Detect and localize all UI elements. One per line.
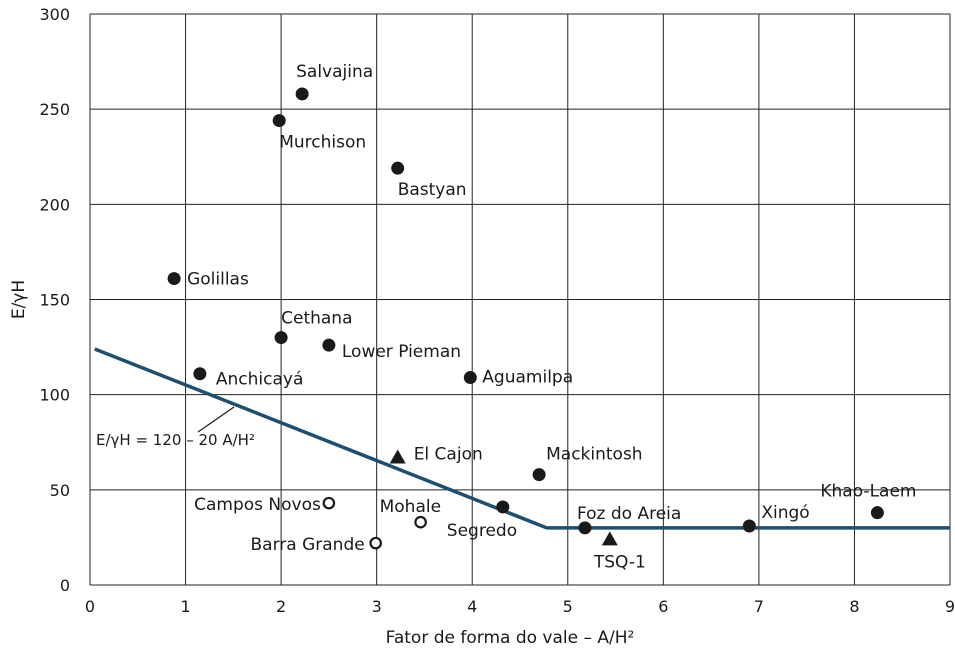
curve-equation-label: E/γH = 120 – 20 A/H²	[96, 431, 255, 449]
point-bastyan	[391, 161, 405, 175]
y-tick-label-100: 100	[39, 386, 70, 405]
point-el-cajon	[389, 449, 406, 464]
x-tick-label-5: 5	[563, 597, 573, 616]
point-lower-pieman	[322, 338, 336, 352]
x-tick-label-8: 8	[849, 597, 859, 616]
point-khao-laem	[870, 506, 884, 520]
equation-leader-line	[197, 406, 235, 433]
label-el-cajon: El Cajon	[414, 444, 483, 464]
label-murchison: Murchison	[279, 133, 366, 153]
point-golillas	[167, 272, 181, 286]
y-tick-label-150: 150	[39, 291, 70, 310]
point-segredo	[496, 500, 510, 514]
label-bastyan: Bastyan	[398, 180, 467, 200]
grid	[89, 13, 951, 586]
label-barra-grande: Barra Grande	[251, 535, 365, 555]
x-tick-label-3: 3	[372, 597, 382, 616]
y-tick-label-50: 50	[50, 481, 70, 500]
point-tsq-1	[601, 531, 618, 546]
label-cethana: Cethana	[281, 309, 352, 329]
y-tick-label-250: 250	[39, 100, 70, 119]
x-tick-label-9: 9	[945, 597, 955, 616]
x-tick-label-6: 6	[658, 597, 668, 616]
point-barra-grande	[369, 536, 383, 550]
label-campos-novos: Campos Novos	[194, 495, 321, 515]
label-tsq-1: TSQ-1	[593, 552, 646, 572]
label-lower-pieman: Lower Pieman	[342, 342, 461, 362]
x-tick-label-2: 2	[276, 597, 286, 616]
point-foz-do-areia	[578, 521, 592, 535]
label-salvajina: Salvajina	[296, 62, 373, 82]
point-salvajina	[295, 87, 309, 101]
label-golillas: Golillas	[187, 270, 249, 290]
point-anchicaya	[193, 367, 207, 381]
label-mohale: Mohale	[380, 497, 441, 517]
y-tick-label-200: 200	[39, 195, 70, 214]
x-tick-label-1: 1	[180, 597, 190, 616]
label-foz-do-areia: Foz do Areia	[577, 504, 681, 524]
x-tick-label-0: 0	[85, 597, 95, 616]
label-khao-laem: Khao-Laem	[820, 482, 916, 502]
data-points	[167, 87, 884, 550]
label-aguamilpa: Aguamilpa	[482, 368, 573, 388]
x-axis-title: Fator de forma do vale – A/H²	[386, 628, 635, 648]
y-tick-label-0: 0	[60, 576, 70, 595]
y-axis-ticks: 0 50 100 150 200 250 300	[39, 5, 70, 595]
design-curve-line	[94, 347, 950, 530]
point-campos-novos	[322, 496, 336, 510]
label-anchicaya: Anchicayá	[216, 370, 304, 390]
label-xingo: Xingó	[761, 503, 809, 523]
point-mackintosh	[532, 468, 546, 482]
point-xingo	[742, 519, 756, 533]
point-cethana	[274, 331, 288, 345]
y-axis-title: E/γH	[9, 280, 29, 319]
point-mohale	[414, 515, 427, 529]
data-point-labels: Salvajina Murchison Bastyan Golillas Cethana…	[187, 62, 916, 572]
y-tick-label-300: 300	[39, 5, 70, 24]
label-mackintosh: Mackintosh	[546, 445, 642, 465]
x-tick-label-7: 7	[754, 597, 764, 616]
point-murchison	[272, 114, 286, 128]
x-axis-ticks: 0 1 2 3 4 5 6 7 8 9	[85, 597, 955, 616]
x-tick-label-4: 4	[467, 597, 477, 616]
point-aguamilpa	[463, 371, 477, 385]
label-segredo: Segredo	[447, 521, 517, 541]
